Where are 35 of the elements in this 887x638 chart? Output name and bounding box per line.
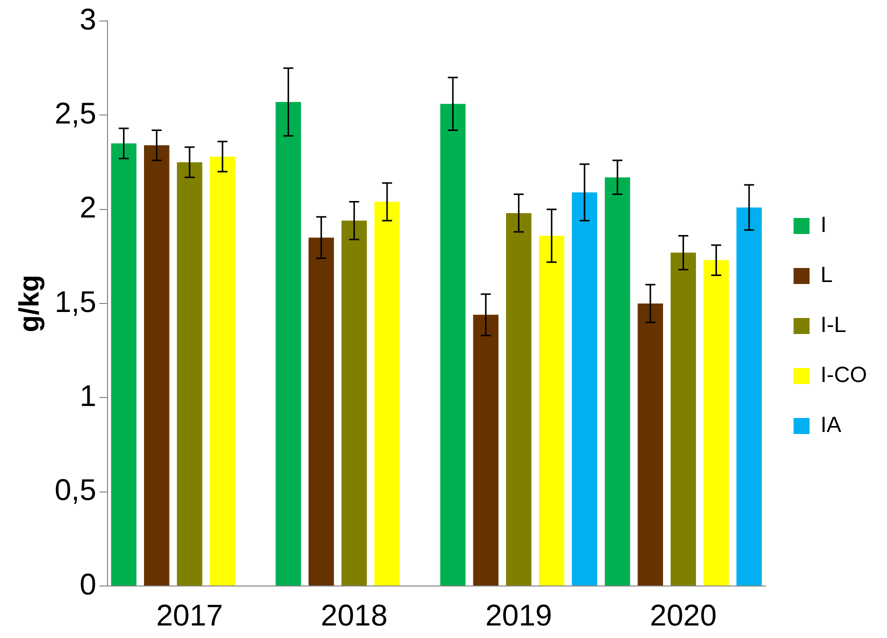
bar xyxy=(538,236,564,586)
bar xyxy=(341,220,367,586)
x-tick-label: 2017 xyxy=(156,599,223,632)
bar xyxy=(176,162,202,586)
x-tick-label: 2018 xyxy=(320,599,388,632)
y-tick-label: 1,5 xyxy=(54,286,96,319)
bar xyxy=(111,143,136,586)
bar xyxy=(506,213,532,586)
y-tick-label: 0 xyxy=(80,568,96,602)
bar xyxy=(736,207,762,586)
bar xyxy=(440,104,466,586)
y-tick-label: 1 xyxy=(80,380,96,413)
bar xyxy=(572,192,598,586)
bar xyxy=(604,177,630,586)
bar xyxy=(638,304,664,586)
bar xyxy=(473,314,498,586)
y-axis-title: g/kg xyxy=(14,274,45,332)
bar xyxy=(704,260,729,586)
bar xyxy=(144,145,170,586)
legend-label: IA xyxy=(820,412,842,438)
x-tick-label: 2019 xyxy=(485,599,552,632)
y-tick-label: 2,5 xyxy=(54,97,96,130)
legend-label: I-CO xyxy=(820,362,868,388)
bar xyxy=(308,238,334,586)
y-tick-label: 3 xyxy=(80,3,96,36)
y-tick-label: 2 xyxy=(80,192,96,225)
y-tick-label: 0,5 xyxy=(54,474,96,508)
legend-label: L xyxy=(820,262,833,288)
bar xyxy=(374,202,400,586)
x-tick-label: 2020 xyxy=(650,599,717,632)
bar xyxy=(210,156,236,586)
legend-label: I-L xyxy=(820,312,846,338)
legend-label: I xyxy=(820,212,827,238)
bar xyxy=(670,252,696,586)
bar xyxy=(276,102,301,586)
